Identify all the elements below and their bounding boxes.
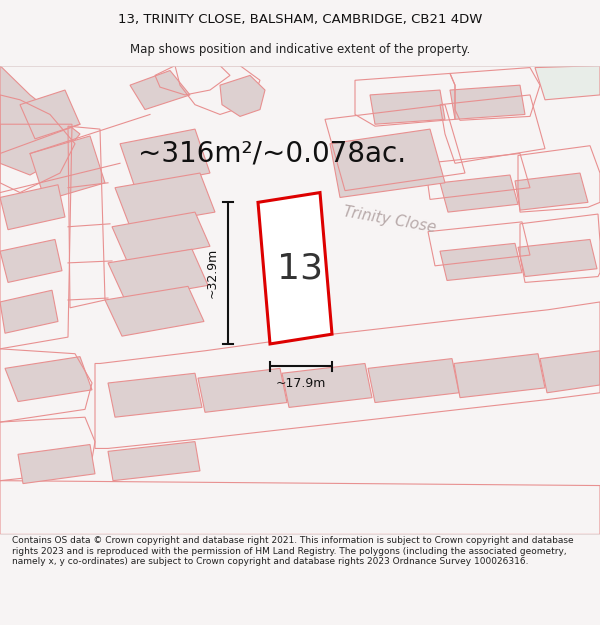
Polygon shape	[198, 368, 287, 413]
Polygon shape	[20, 90, 80, 139]
Polygon shape	[5, 357, 92, 401]
Polygon shape	[454, 354, 545, 398]
Polygon shape	[450, 85, 525, 119]
Polygon shape	[540, 351, 600, 392]
Polygon shape	[515, 173, 588, 210]
Text: Trinity Close: Trinity Close	[343, 204, 437, 236]
Text: ~32.9m: ~32.9m	[205, 248, 218, 298]
Polygon shape	[115, 173, 215, 227]
Text: ~17.9m: ~17.9m	[276, 378, 326, 391]
Polygon shape	[120, 129, 210, 188]
Polygon shape	[18, 444, 95, 484]
Polygon shape	[535, 66, 600, 100]
Polygon shape	[105, 286, 204, 336]
Polygon shape	[108, 442, 200, 481]
Polygon shape	[368, 359, 459, 403]
Polygon shape	[108, 373, 202, 418]
Polygon shape	[0, 185, 65, 229]
Polygon shape	[370, 90, 445, 124]
Polygon shape	[112, 212, 210, 261]
Polygon shape	[30, 136, 105, 201]
Text: 13, TRINITY CLOSE, BALSHAM, CAMBRIDGE, CB21 4DW: 13, TRINITY CLOSE, BALSHAM, CAMBRIDGE, C…	[118, 13, 482, 26]
Polygon shape	[108, 249, 208, 300]
Polygon shape	[0, 290, 58, 333]
Text: 13: 13	[277, 251, 323, 285]
Text: Contains OS data © Crown copyright and database right 2021. This information is : Contains OS data © Crown copyright and d…	[12, 536, 574, 566]
Polygon shape	[258, 192, 332, 344]
Polygon shape	[518, 239, 597, 276]
Polygon shape	[220, 76, 265, 116]
Polygon shape	[440, 243, 522, 281]
Text: Map shows position and indicative extent of the property.: Map shows position and indicative extent…	[130, 42, 470, 56]
Polygon shape	[0, 66, 80, 175]
Text: ~316m²/~0.078ac.: ~316m²/~0.078ac.	[138, 139, 406, 168]
Polygon shape	[330, 129, 445, 198]
Polygon shape	[282, 364, 372, 408]
Polygon shape	[440, 175, 518, 212]
Polygon shape	[0, 239, 62, 282]
Polygon shape	[130, 71, 190, 109]
